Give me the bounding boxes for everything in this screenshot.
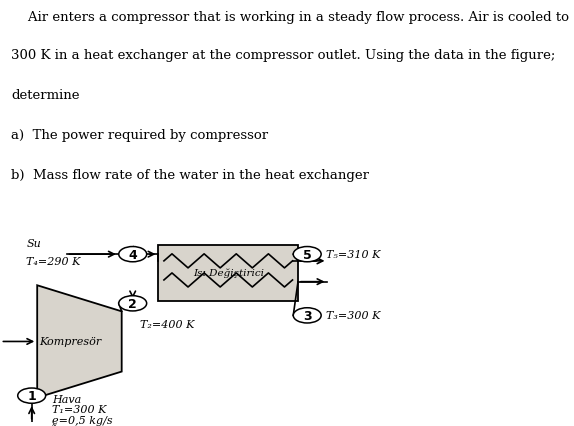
Text: 4: 4 (129, 248, 137, 261)
Polygon shape (37, 285, 122, 398)
Text: T₅=310 K: T₅=310 K (325, 250, 380, 259)
Text: T₃=300 K: T₃=300 K (325, 311, 380, 321)
Text: b)  Mass flow rate of the water in the heat exchanger: b) Mass flow rate of the water in the he… (11, 168, 370, 181)
Text: 1: 1 (28, 389, 36, 402)
Text: a)  The power required by compressor: a) The power required by compressor (11, 129, 269, 141)
Text: 3: 3 (303, 309, 312, 322)
Circle shape (293, 247, 321, 262)
Circle shape (119, 296, 147, 311)
Text: T₄=290 K: T₄=290 K (26, 256, 80, 267)
Circle shape (119, 247, 147, 262)
Text: Hava: Hava (52, 394, 81, 404)
Text: Isı Değiştirici: Isı Değiştirici (193, 268, 263, 277)
Text: T₂=400 K: T₂=400 K (140, 320, 195, 330)
Text: Su: Su (26, 239, 41, 248)
Text: 2: 2 (129, 297, 137, 310)
Text: 5: 5 (303, 248, 312, 261)
Text: T₁=300 K: T₁=300 K (52, 404, 106, 414)
Text: ḛ=0,5 kg/s: ḛ=0,5 kg/s (52, 415, 113, 425)
Bar (158, 245, 298, 302)
Text: Kompresör: Kompresör (39, 337, 102, 347)
Text: 300 K in a heat exchanger at the compressor outlet. Using the data in the figure: 300 K in a heat exchanger at the compres… (11, 49, 556, 62)
Circle shape (293, 308, 321, 323)
Text: Air enters a compressor that is working in a steady flow process. Air is cooled : Air enters a compressor that is working … (11, 11, 569, 24)
Text: determine: determine (11, 89, 80, 101)
Circle shape (18, 388, 46, 403)
